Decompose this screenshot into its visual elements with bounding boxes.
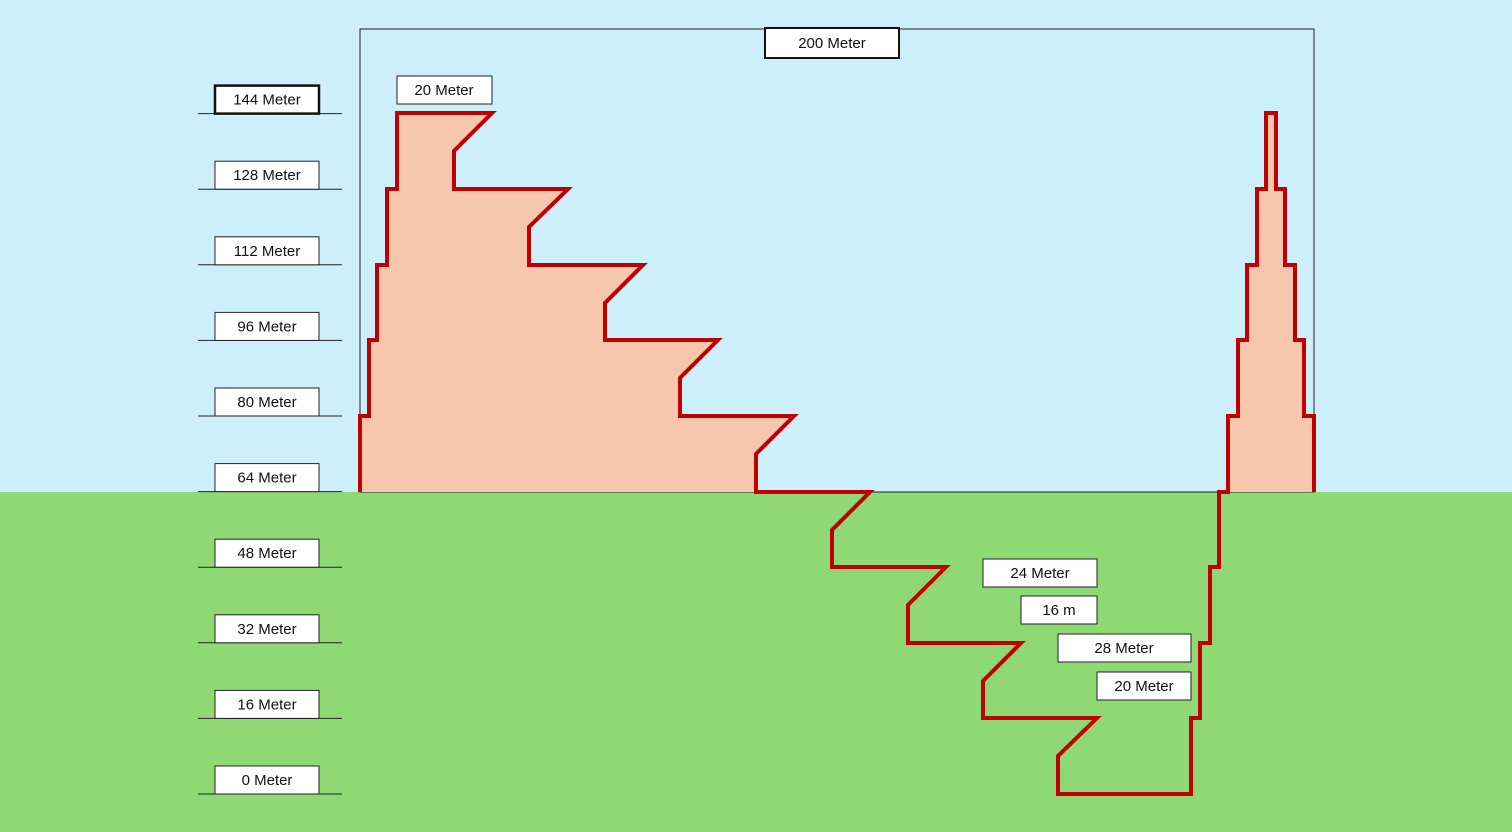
scale-label: 64 Meter bbox=[237, 470, 296, 487]
scale-label-box: 128 Meter bbox=[214, 160, 320, 190]
scale-label-box: 48 Meter bbox=[214, 538, 320, 568]
scale-label: 128 Meter bbox=[233, 167, 301, 184]
scale-label: 32 Meter bbox=[237, 621, 296, 638]
scale-label-box: 96 Meter bbox=[214, 311, 320, 341]
scale-label-box: 112 Meter bbox=[214, 236, 320, 266]
pit-a-label: 24 Meter bbox=[1010, 565, 1069, 582]
dimension-label-pit-a: 24 Meter bbox=[982, 558, 1098, 588]
scale-label-box: 80 Meter bbox=[214, 387, 320, 417]
scale-label-box: 16 Meter bbox=[214, 689, 320, 719]
scale-label: 16 Meter bbox=[237, 696, 296, 713]
pit-c-label: 28 Meter bbox=[1094, 640, 1153, 657]
height-scale: 0 Meter 16 Meter 32 Meter 48 Meter 64 Meter 8… bbox=[213, 84, 321, 795]
scale-label-box: 64 Meter bbox=[214, 463, 320, 493]
dimension-label-top-ledge: 20 Meter bbox=[396, 75, 493, 105]
left-mound-outline bbox=[358, 111, 1316, 796]
scale-label: 112 Meter bbox=[234, 243, 300, 260]
dimension-label-pit-b: 16 m bbox=[1020, 595, 1098, 625]
dimension-label-pit-d: 20 Meter bbox=[1096, 671, 1192, 701]
scale-label: 96 Meter bbox=[237, 318, 296, 335]
left-stepped-mound bbox=[360, 113, 794, 492]
scale-label: 144 Meter bbox=[233, 92, 301, 109]
top-ledge-label: 20 Meter bbox=[414, 82, 473, 99]
dimension-label-pit-c: 28 Meter bbox=[1057, 633, 1192, 663]
pit-b-label: 16 m bbox=[1042, 602, 1075, 619]
scale-label: 48 Meter bbox=[237, 545, 296, 562]
scale-label-box: 0 Meter bbox=[214, 765, 320, 795]
scale-label-box: 32 Meter bbox=[214, 614, 320, 644]
dimension-label-total-width: 200 Meter bbox=[764, 27, 900, 59]
pit-d-label: 20 Meter bbox=[1114, 678, 1173, 695]
right-stepped-spire bbox=[1228, 113, 1314, 492]
scale-label: 80 Meter bbox=[237, 394, 296, 411]
scale-label: 0 Meter bbox=[242, 772, 293, 789]
total-width-label: 200 Meter bbox=[798, 35, 866, 52]
scale-label-box: 144 Meter bbox=[213, 84, 321, 115]
